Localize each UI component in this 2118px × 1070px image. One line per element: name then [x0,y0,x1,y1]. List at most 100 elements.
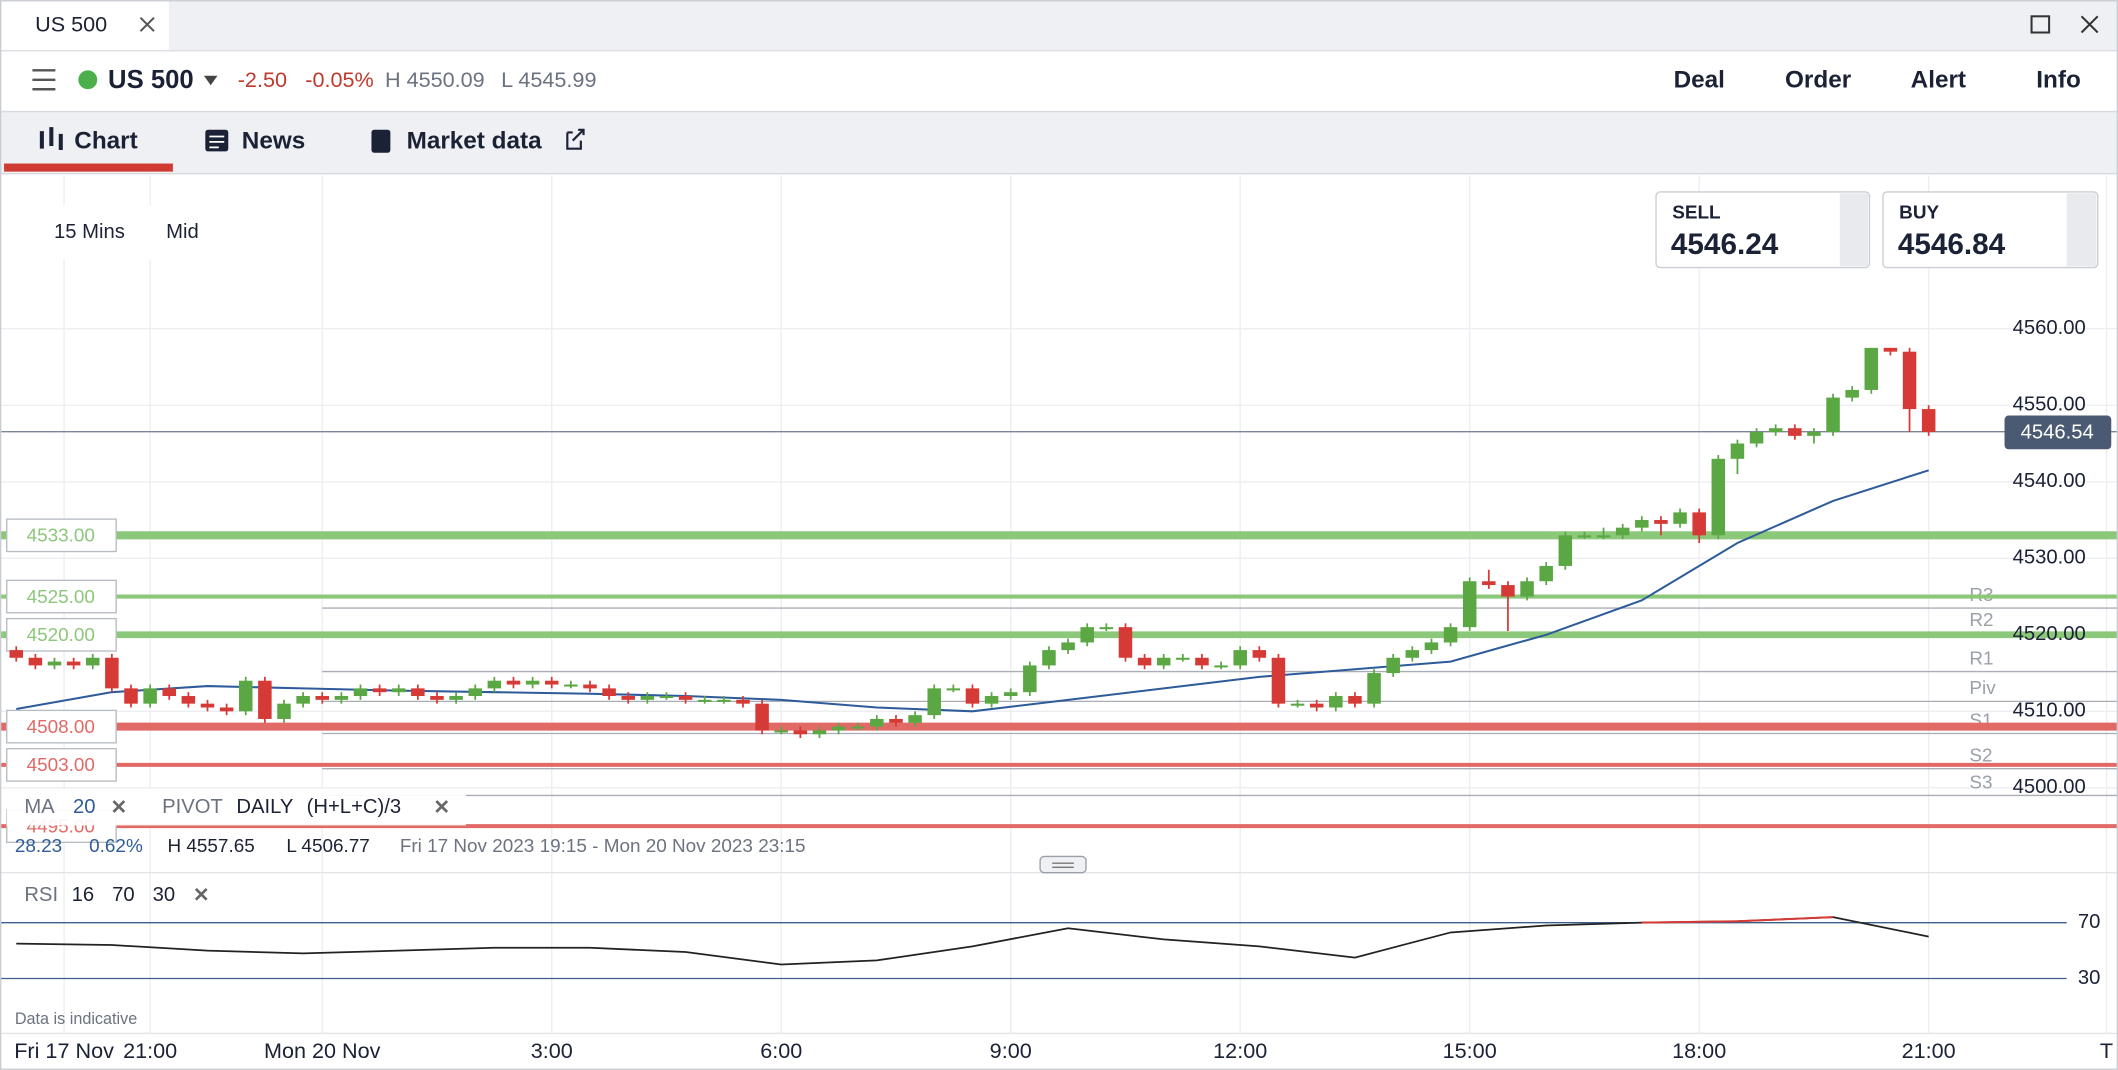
nav-bar [0,110,2118,173]
dropdown[interactable] [203,75,218,86]
candle-body [1826,397,1840,433]
level-label: 4520.00 [27,625,95,646]
candle-body [1023,665,1037,693]
rsi-upper: 70 [112,884,135,906]
buy-button[interactable] [1882,191,2099,269]
candle-body [238,680,253,712]
chart-icon [39,127,63,151]
candle-body [1080,627,1094,643]
tab[interactable] [1,1,169,51]
candle-body [1252,650,1267,658]
x-tick-label: 9:00 [990,1038,1032,1063]
candle-body [621,696,635,700]
market-name[interactable]: US 500 [108,66,194,94]
x-tick-label: 18:00 [1672,1038,1726,1063]
candle-body [1405,650,1420,658]
alert[interactable]: Alert [1911,67,1966,94]
candle-body [1233,650,1247,666]
x-tick-label: 12:00 [1213,1038,1267,1063]
order[interactable]: Order [1785,67,1852,94]
disclaimer: Data is indicative [15,1010,137,1028]
candle-body [1577,535,1592,538]
candle-body [1462,581,1477,628]
candle-body [1654,520,1668,524]
ma-period: 20 [73,796,96,818]
candle-body [1099,627,1114,630]
external-link-icon [566,128,585,150]
ma-line [16,469,1929,713]
level-label: 4533.00 [27,526,95,547]
menu[interactable] [32,69,56,91]
nav-news[interactable]: News [242,127,305,154]
pivot-label: R2 [1969,610,1993,631]
candle-body [1883,347,1898,352]
pivot-label: S3 [1969,772,1992,793]
candle-body [697,699,712,702]
y-tick-label: 4550.00 [2013,394,2086,416]
ma-name: MA [24,796,55,818]
nav-chart[interactable]: Chart [74,127,137,154]
candle-body [1864,347,1879,390]
candle-body [296,696,310,704]
candle-body [583,684,597,689]
candle-body [1539,565,1553,582]
nav-market-data[interactable]: Market data [407,127,543,154]
candle-body [315,696,329,700]
deal[interactable]: Deal [1674,67,1725,94]
candle-body [831,726,846,731]
sell-button[interactable] [1655,191,1871,269]
candle-body [1176,657,1190,660]
level-label-box [6,709,117,744]
candle-body [1329,696,1343,708]
y-tick-label: 4510.00 [2013,700,2086,722]
candle-body [717,699,731,702]
candle-body [1348,696,1362,704]
close-tab[interactable] [139,16,155,32]
resize-handle[interactable] [1039,855,1087,874]
candle-body [1807,432,1821,436]
candle-body [640,696,655,700]
rsi-line [16,916,1929,966]
candle-body [1788,428,1802,436]
candle-body [1424,642,1439,651]
candle-body [1730,443,1745,459]
candle-body [1501,585,1515,597]
period-high: H 4557.65 [167,836,254,857]
sell-spread [1839,193,1869,267]
candle-body [334,696,349,700]
price-type[interactable]: Mid [166,221,199,243]
candle-body [66,661,81,666]
pivot-period: DAILY [236,796,294,818]
candle-body [28,657,43,666]
market-data-icon [371,129,391,153]
candle-body [1615,527,1630,536]
close-window[interactable] [2080,15,2099,34]
high: H 4550.09 [385,67,485,92]
candle-body [1367,673,1381,704]
interval[interactable]: 15 Mins [54,221,125,243]
candle-body [1692,512,1706,536]
remove-pivot[interactable] [435,800,449,813]
remove-ma[interactable] [112,800,126,813]
candle-body [372,688,387,693]
candle-body [525,680,540,685]
level-label-box [6,518,117,553]
candle-body [200,703,215,708]
candle-body [602,688,616,697]
range-pct: 0.62% [89,836,143,857]
y-tick-label: 4560.00 [2013,317,2086,339]
candle-body [1711,458,1726,536]
maximize[interactable] [2030,15,2051,34]
level-label: 4503.00 [27,755,95,776]
candle-body [850,726,865,729]
info[interactable]: Info [2036,67,2081,94]
candle-body [1061,642,1075,651]
candle-body [1520,581,1534,597]
remove-rsi[interactable] [194,887,208,901]
candle-body [449,696,463,700]
level-label: 4508.00 [27,717,95,738]
candle-body [774,730,788,733]
period: Fri 17 Nov 2023 19:15 - Mon 20 Nov 2023 … [400,836,806,857]
candle-body [812,730,827,735]
candle-body [755,703,769,731]
